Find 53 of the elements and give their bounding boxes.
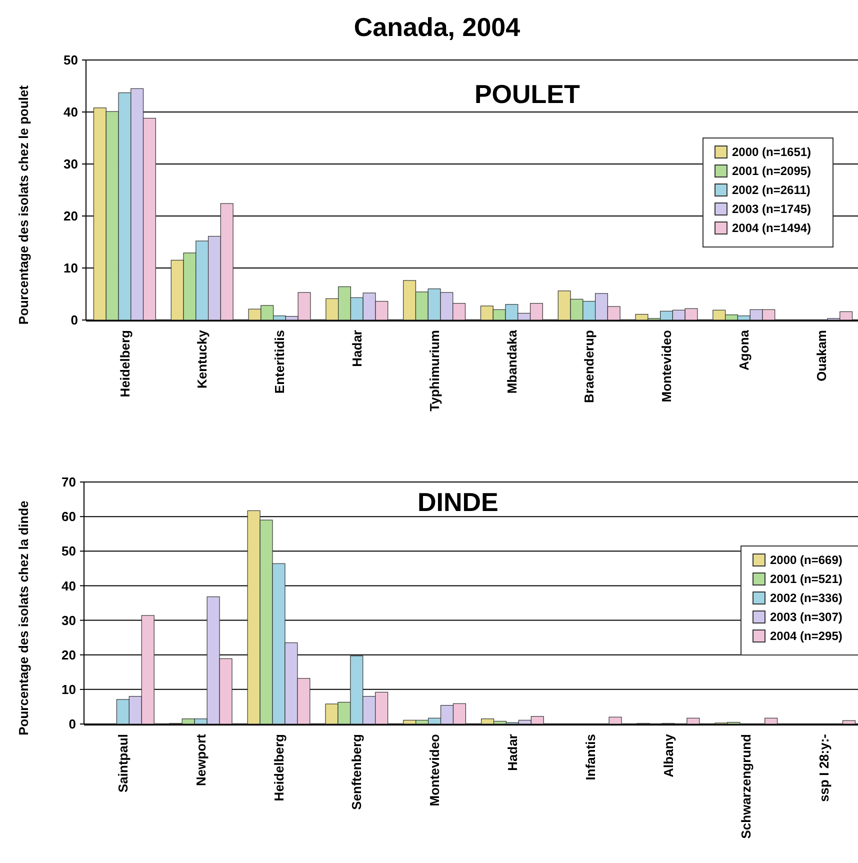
y-tick-label: 10 bbox=[64, 260, 78, 276]
x-tick-label: Albany bbox=[660, 733, 676, 778]
y-axis-title: Pourcentage des isolats chez le poulet bbox=[16, 84, 31, 325]
y-tick-label: 20 bbox=[64, 208, 78, 224]
legend-label: 2001 (n=521) bbox=[770, 572, 842, 586]
legend-label: 2002 (n=336) bbox=[770, 591, 842, 606]
x-tick-label: Schwarzengrund bbox=[738, 734, 754, 839]
x-tick-label: Mbandaka bbox=[504, 329, 520, 394]
y-tick-label: 40 bbox=[62, 578, 76, 594]
y-tick-label: 0 bbox=[70, 312, 78, 328]
y-tick-label: 70 bbox=[62, 474, 76, 490]
bar bbox=[842, 720, 856, 724]
legend-label: 2000 (n=669) bbox=[770, 553, 842, 568]
x-tick-label: Heidelberg bbox=[271, 734, 286, 802]
y-tick-label: 30 bbox=[64, 156, 78, 172]
x-tick-label: Typhimurium bbox=[426, 330, 442, 412]
y-tick-label: 40 bbox=[64, 104, 78, 120]
bar bbox=[686, 718, 700, 724]
legend-label: 2002 (n=2611) bbox=[732, 183, 810, 198]
legend-label: 2000 (n=1651) bbox=[732, 145, 812, 160]
legend-label: 2003 (n=307) bbox=[770, 610, 842, 624]
x-tick-label: ssp I 28:y:- bbox=[816, 734, 832, 802]
x-tick-label: Hadar bbox=[349, 330, 364, 367]
x-tick-label: Infantis bbox=[582, 734, 598, 780]
annotation: POULET bbox=[474, 79, 580, 109]
annotation: DINDE bbox=[417, 487, 498, 517]
x-tick-label: Hadar bbox=[505, 734, 520, 771]
y-tick-label: 50 bbox=[62, 544, 76, 559]
chart-title: Canada, 2004 bbox=[354, 12, 521, 42]
x-tick-label: Kentucky bbox=[194, 329, 210, 389]
legend-label: 2004 (n=1494) bbox=[732, 221, 812, 236]
x-tick-label: Montevideo bbox=[427, 734, 442, 806]
x-tick-label: Ouakam bbox=[814, 330, 829, 382]
x-tick-label: Braenderup bbox=[582, 330, 597, 403]
y-tick-label: 20 bbox=[62, 647, 76, 662]
y-axis-title: Pourcentage des isolats chez la dinde bbox=[16, 500, 31, 736]
x-tick-label: Agona bbox=[736, 329, 752, 370]
x-tick-label: Newport bbox=[193, 733, 208, 786]
legend-label: 2004 (n=295) bbox=[770, 629, 842, 644]
y-tick-label: 60 bbox=[62, 509, 76, 524]
x-tick-label: Montevideo bbox=[659, 330, 674, 402]
x-tick-label: Heidelberg bbox=[117, 330, 132, 398]
x-tick-label: Enteritidis bbox=[272, 330, 288, 394]
legend-label: 2003 (n=1745) bbox=[732, 202, 812, 216]
y-tick-label: 30 bbox=[62, 612, 76, 628]
y-tick-label: 0 bbox=[68, 716, 76, 732]
x-tick-label: Senftenberg bbox=[349, 734, 364, 810]
y-tick-label: 10 bbox=[62, 682, 76, 697]
bar bbox=[764, 718, 778, 724]
x-tick-label: Saintpaul bbox=[116, 734, 130, 793]
bar bbox=[608, 716, 622, 724]
y-tick-label: 50 bbox=[64, 52, 78, 68]
legend-label: 2001 (n=2095) bbox=[732, 164, 812, 178]
